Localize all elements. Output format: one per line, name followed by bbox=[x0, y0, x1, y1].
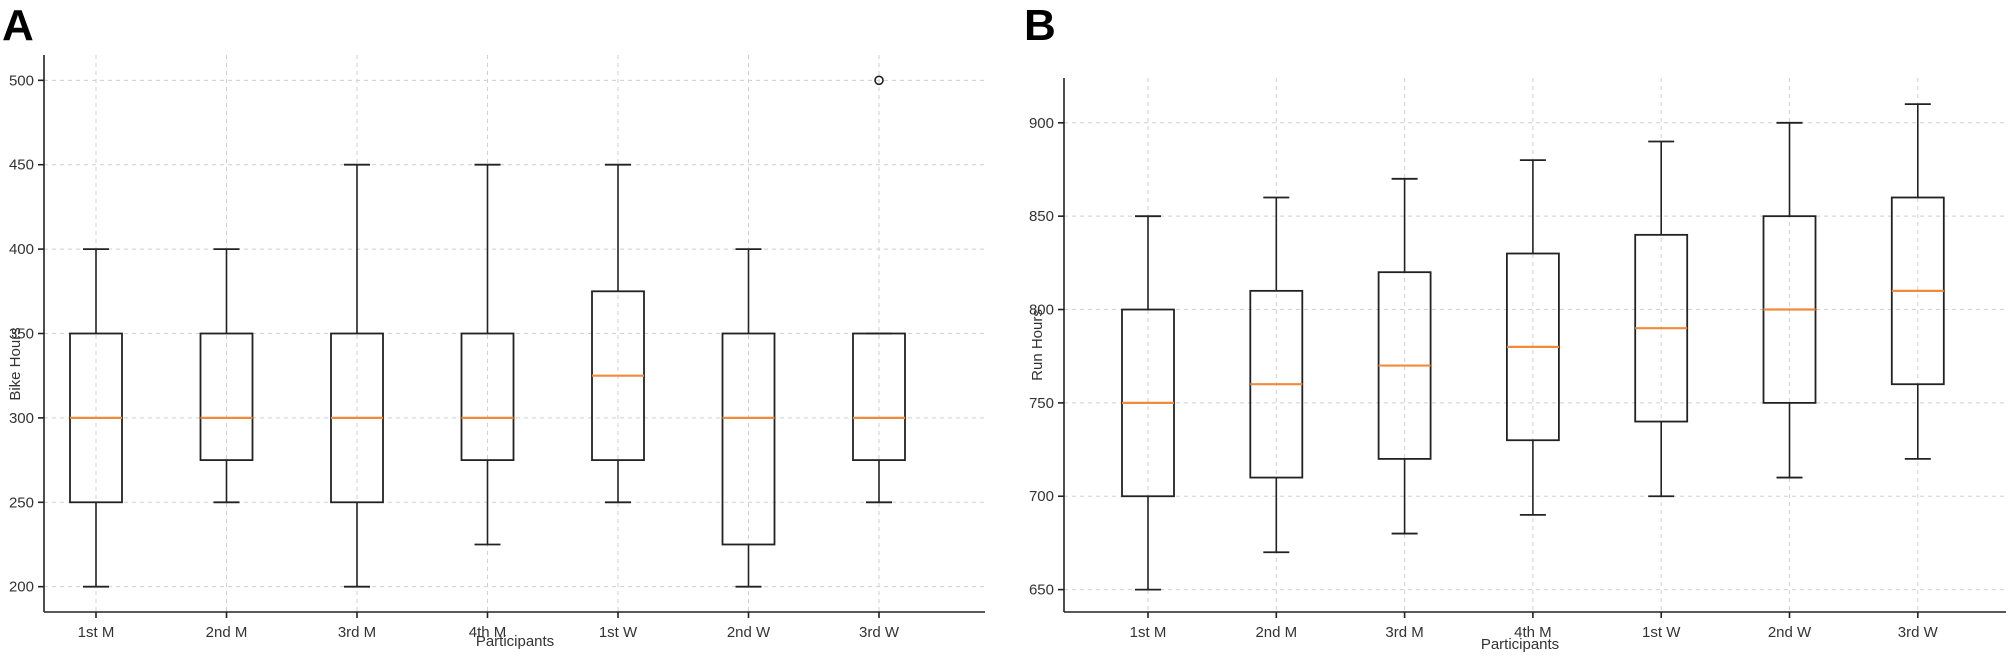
panel-a-x-tick-label: 4th M bbox=[469, 624, 507, 641]
panel-a-box-3 bbox=[330, 163, 384, 588]
panel-a-y-tick-label: 500 bbox=[9, 72, 34, 89]
panel-b-y-tick-label: 750 bbox=[1029, 395, 1054, 412]
panel-b-box-1 bbox=[1121, 215, 1175, 591]
panel-b-box-7 bbox=[1890, 103, 1945, 460]
panel-b-x-tick-label: 1st W bbox=[1642, 624, 1681, 641]
panel-b-y-tick-label: 650 bbox=[1029, 582, 1054, 599]
iqr-box bbox=[199, 332, 254, 461]
panel-b-x-tick-label: 1st M bbox=[1130, 624, 1167, 641]
panel-b-x-tick-label: 2nd W bbox=[1768, 624, 1812, 641]
panel-a-letter: A bbox=[2, 1, 34, 50]
panel-a-x-tick-label: 1st M bbox=[78, 624, 115, 641]
panel-a-box-1 bbox=[69, 248, 123, 588]
panel-b-box-3 bbox=[1377, 177, 1432, 535]
panel-a-x-axis-label: Participants bbox=[476, 633, 554, 650]
panel-a-box-2 bbox=[199, 248, 254, 504]
panel-a-box-6 bbox=[721, 248, 776, 588]
panel-a-y-tick-label: 200 bbox=[9, 579, 34, 596]
panel-a-box-4 bbox=[460, 163, 515, 546]
panel-a-y-axis-label: Bike Hours bbox=[7, 327, 24, 400]
panel-b-box-4 bbox=[1506, 159, 1560, 516]
panel-a-y-tick-label: 400 bbox=[9, 241, 34, 258]
panel-a-y-tick-label: 350 bbox=[9, 326, 34, 343]
panel-b-box-2 bbox=[1249, 196, 1304, 554]
panel-b-letter: B bbox=[1024, 1, 1056, 50]
panel-b-y-tick-label: 850 bbox=[1029, 208, 1054, 225]
panel-a-x-tick-label: 1st W bbox=[599, 624, 638, 641]
panel-a: A Participants Bike Hours 200 250 300 350 40… bbox=[2, 1, 985, 650]
panel-a-x-tick-label: 3rd W bbox=[859, 624, 900, 641]
outlier-point bbox=[874, 75, 884, 86]
panel-b-x-tick-label: 3rd W bbox=[1898, 624, 1939, 641]
panel-b-box-5 bbox=[1634, 140, 1689, 498]
panel-a-y-tick-label: 450 bbox=[9, 157, 34, 174]
panel-b-grid bbox=[1064, 78, 2006, 612]
panel-a-box-5 bbox=[591, 163, 645, 504]
iqr-box bbox=[721, 332, 776, 546]
panel-b-y-tick-label: 900 bbox=[1029, 115, 1054, 132]
panel-a-x-tick-label: 2nd W bbox=[727, 624, 771, 641]
panel-b-y-tick-label: 800 bbox=[1029, 302, 1054, 319]
panel-b-y-axis-label: Run Hours bbox=[1029, 309, 1046, 381]
panel-a-x-tick-label: 2nd M bbox=[206, 624, 248, 641]
panel-a-x-tick-label: 3rd M bbox=[338, 624, 376, 641]
panel-b-x-tick-label: 4th M bbox=[1514, 624, 1552, 641]
panel-b-y-tick-label: 700 bbox=[1029, 488, 1054, 505]
panel-b: B Participants Run Hours 650 700 750 800 850… bbox=[1024, 1, 2006, 653]
panel-b-x-axis-label: Participants bbox=[1481, 636, 1559, 653]
iqr-box bbox=[460, 332, 515, 461]
panel-b-x-tick-label: 3rd M bbox=[1385, 624, 1423, 641]
panel-a-y-tick-label: 250 bbox=[9, 494, 34, 511]
panel-b-x-tick-label: 2nd M bbox=[1255, 624, 1297, 641]
panel-a-y-tick-label: 300 bbox=[9, 410, 34, 427]
panel-a-box-7 bbox=[852, 75, 906, 504]
iqr-box bbox=[852, 332, 906, 461]
panel-a-grid bbox=[44, 55, 985, 612]
panel-b-box-6 bbox=[1762, 121, 1817, 479]
